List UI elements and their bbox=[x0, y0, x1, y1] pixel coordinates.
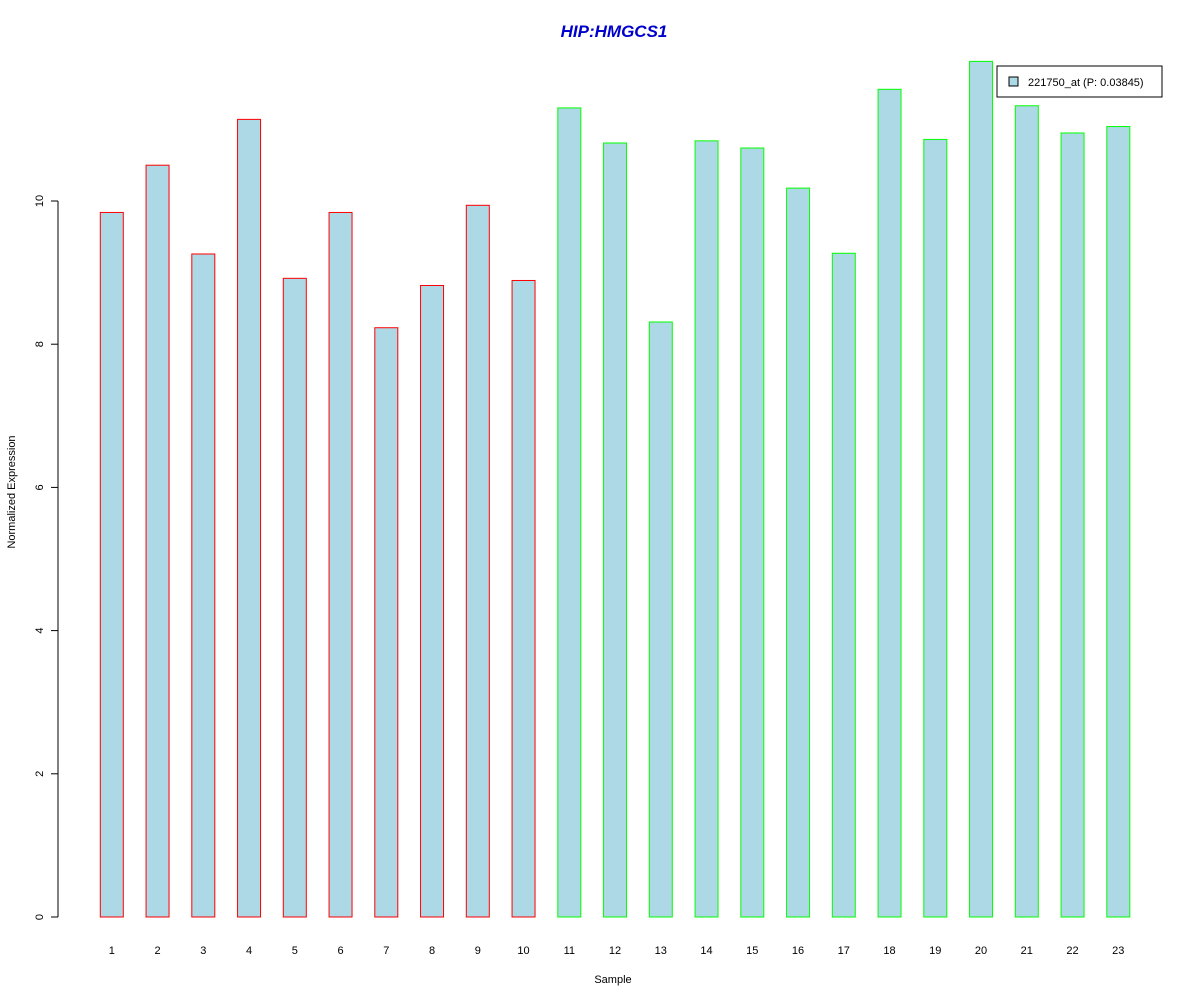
bar-sample-17 bbox=[831, 252, 856, 918]
bar-sample-3 bbox=[191, 253, 216, 918]
x-tick-label: 11 bbox=[564, 945, 575, 957]
x-tick-label: 13 bbox=[655, 945, 667, 957]
x-tick-label: 22 bbox=[1066, 945, 1078, 957]
x-tick-label: 18 bbox=[883, 945, 895, 957]
x-tick-label: 20 bbox=[975, 945, 987, 957]
bar-sample-21 bbox=[1014, 105, 1039, 918]
bar-sample-5 bbox=[282, 277, 307, 918]
bars bbox=[99, 60, 1131, 918]
bar-sample-14 bbox=[694, 140, 719, 918]
x-tick-label: 19 bbox=[929, 945, 941, 957]
bar-sample-1 bbox=[99, 211, 124, 918]
x-axis-label: Sample bbox=[594, 974, 631, 986]
bar-sample-23 bbox=[1106, 126, 1131, 918]
x-tick-labels: 1 2 3 4 5 6 7 8 9 10 11 12 13 14 15 16 17 18 19 20 21 22 23 bbox=[109, 945, 1125, 957]
y-axis-label: Normalized Expression bbox=[6, 435, 18, 548]
x-tick-label: 4 bbox=[246, 945, 252, 957]
bar-sample-11 bbox=[557, 107, 582, 918]
y-tick-label: 6 bbox=[34, 484, 46, 490]
y-tick-label: 8 bbox=[34, 341, 46, 347]
bar-sample-10 bbox=[511, 279, 536, 918]
x-tick-label: 16 bbox=[792, 945, 804, 957]
x-tick-label: 1 bbox=[109, 945, 115, 957]
x-tick-label: 5 bbox=[292, 945, 298, 957]
bar-sample-13 bbox=[648, 321, 673, 918]
bar-sample-8 bbox=[420, 284, 445, 918]
legend-label: 221750_at (P: 0.03845) bbox=[1028, 77, 1144, 89]
x-tick-label: 10 bbox=[517, 945, 529, 957]
x-tick-label: 7 bbox=[383, 945, 389, 957]
bar-sample-19 bbox=[923, 138, 948, 918]
y-tick-label: 4 bbox=[34, 628, 46, 634]
y-tick-label: 0 bbox=[34, 914, 46, 920]
bar-sample-15 bbox=[740, 147, 765, 918]
x-tick-label: 3 bbox=[200, 945, 206, 957]
legend: 221750_at (P: 0.03845) bbox=[996, 65, 1163, 98]
legend-box bbox=[996, 65, 1163, 98]
x-tick-label: 6 bbox=[337, 945, 343, 957]
bar-sample-12 bbox=[603, 142, 628, 918]
y-tick-label: 10 bbox=[34, 195, 46, 207]
y-axis: 0 2 4 6 8 10 bbox=[34, 195, 59, 920]
bar-sample-22 bbox=[1060, 132, 1085, 918]
legend-swatch bbox=[1008, 76, 1019, 87]
x-tick-label: 21 bbox=[1021, 945, 1033, 957]
x-tick-label: 23 bbox=[1112, 945, 1124, 957]
bar-sample-16 bbox=[786, 187, 811, 918]
y-tick-label: 2 bbox=[34, 771, 46, 777]
bar-sample-18 bbox=[877, 88, 902, 918]
chart-title: HIP:HMGCS1 bbox=[561, 22, 668, 41]
bar-sample-7 bbox=[374, 327, 399, 918]
bar-sample-20 bbox=[969, 60, 994, 918]
x-tick-label: 15 bbox=[746, 945, 758, 957]
x-tick-label: 2 bbox=[154, 945, 160, 957]
bar-sample-9 bbox=[465, 204, 490, 918]
x-tick-label: 8 bbox=[429, 945, 435, 957]
x-tick-label: 17 bbox=[838, 945, 850, 957]
bar-sample-6 bbox=[328, 211, 353, 918]
x-tick-label: 9 bbox=[475, 945, 481, 957]
bar-sample-2 bbox=[145, 164, 170, 918]
bar-sample-4 bbox=[237, 118, 262, 918]
x-tick-label: 12 bbox=[609, 945, 621, 957]
x-tick-label: 14 bbox=[700, 945, 712, 957]
